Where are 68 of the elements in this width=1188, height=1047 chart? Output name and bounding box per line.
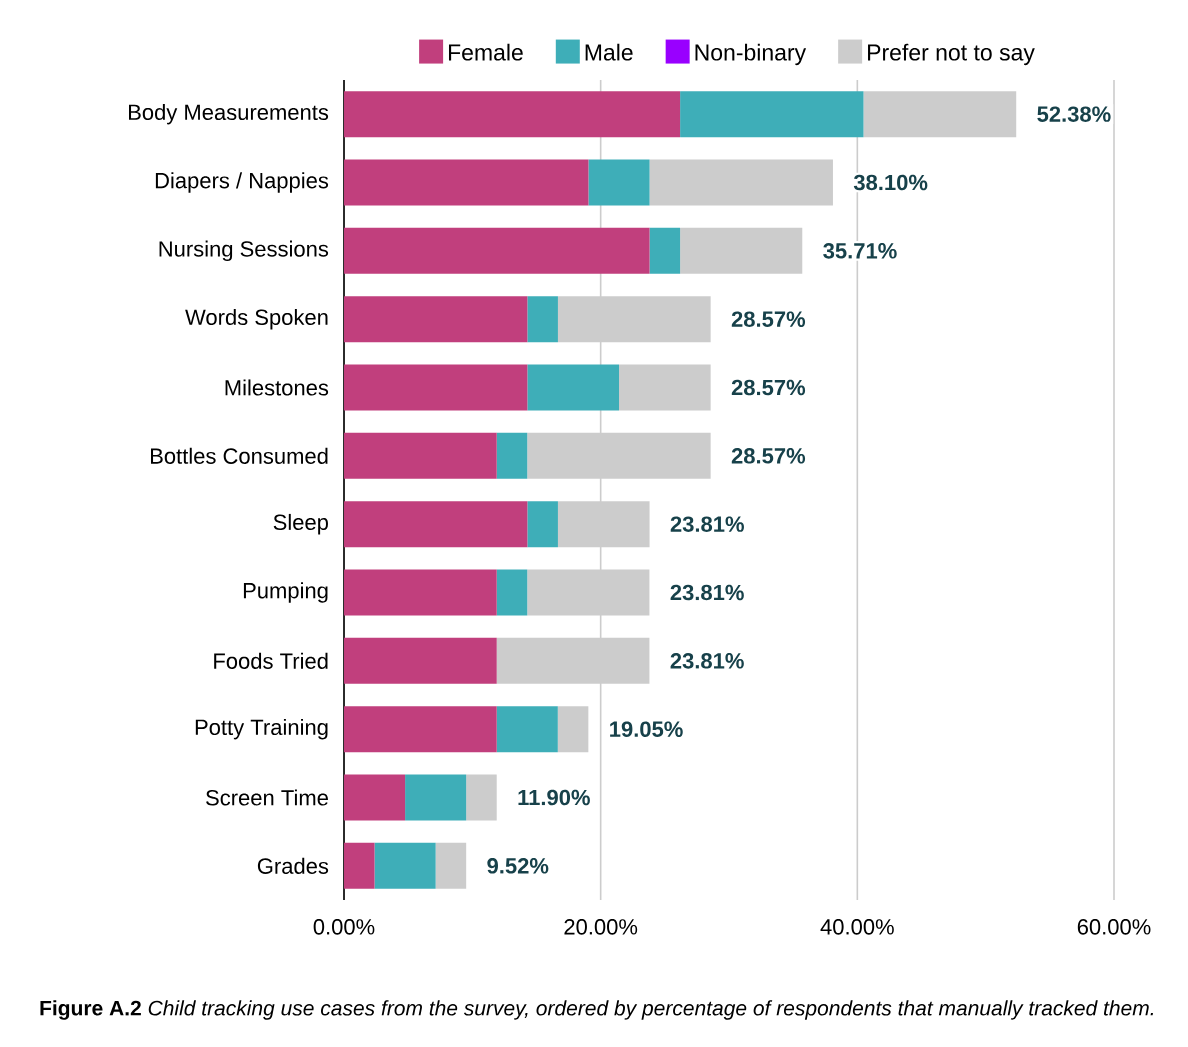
total-label: 28.57% — [731, 448, 806, 464]
y-tick-label: Grades — [257, 857, 329, 874]
y-tick-label: Milestones — [225, 379, 329, 396]
bar — [496, 637, 650, 684]
x-tick-label: 40.00% — [820, 919, 894, 935]
bar — [344, 91, 681, 138]
bar — [496, 432, 528, 479]
bar — [649, 159, 833, 206]
y-tick-label: Potty Training — [195, 718, 328, 740]
bar — [435, 842, 467, 889]
bar — [466, 774, 497, 821]
bar — [680, 91, 864, 138]
y-tick-label: Screen Time — [206, 789, 328, 806]
bar — [344, 296, 528, 343]
x-tick-label: 0.00% — [313, 919, 375, 935]
y-tick-label: Foods Tried — [214, 652, 328, 669]
y-tick-label: Diapers / Nappies — [155, 172, 329, 193]
legend-label: Prefer not to say — [868, 43, 1035, 66]
bar — [680, 227, 803, 274]
bar — [557, 501, 650, 548]
total-label: 38.10% — [853, 174, 928, 191]
bar — [557, 706, 589, 753]
bar — [496, 569, 528, 616]
bar — [344, 364, 528, 411]
bar — [527, 501, 558, 548]
total-label: 9.52% — [487, 858, 549, 874]
legend-label: Non-binary — [695, 43, 807, 66]
bar — [619, 364, 711, 411]
bar — [344, 159, 589, 206]
y-tick-label: Words Spoken — [185, 308, 328, 330]
total-label: 23.81% — [670, 516, 744, 532]
bar — [649, 227, 681, 274]
y-tick-label: Bottles Consumed — [151, 447, 328, 464]
bar — [527, 296, 558, 343]
bar — [557, 296, 711, 343]
bar — [527, 364, 620, 411]
bar — [405, 774, 467, 821]
bar — [344, 774, 406, 821]
bar — [863, 91, 1017, 138]
total-label: 35.71% — [823, 243, 897, 259]
y-tick-label: Sleep — [273, 513, 328, 535]
y-tick-label: Nursing Sessions — [159, 240, 329, 262]
text: Figure A.2 Child tracking use cases from the survey, ordered by percentage of respondents that manually tracked them. — [40, 1000, 1154, 1020]
bar — [344, 569, 497, 616]
legend-label: Female — [448, 43, 523, 61]
legend-label: Male — [585, 43, 633, 61]
total-label: 23.81% — [670, 584, 744, 601]
bar — [527, 569, 650, 616]
x-tick-label: 60.00% — [1077, 919, 1151, 935]
bar — [344, 706, 497, 753]
bar — [344, 637, 497, 684]
bar — [344, 227, 650, 274]
total-label: 11.90% — [518, 789, 590, 806]
bar — [588, 159, 650, 206]
total-label: 52.38% — [1037, 106, 1111, 122]
bar — [344, 501, 528, 548]
bar — [344, 432, 497, 479]
total-label: 19.05% — [610, 721, 683, 737]
bar — [527, 432, 711, 479]
y-tick-label: Pumping — [243, 582, 328, 603]
total-label: 28.57% — [731, 379, 806, 396]
total-label: 23.81% — [670, 653, 744, 669]
bar — [496, 706, 558, 753]
y-tick-label: Body Measurements — [129, 103, 329, 125]
bar — [374, 842, 436, 889]
bar — [344, 842, 375, 889]
total-label: 28.57% — [731, 311, 806, 327]
x-tick-label: 20.00% — [564, 919, 638, 935]
